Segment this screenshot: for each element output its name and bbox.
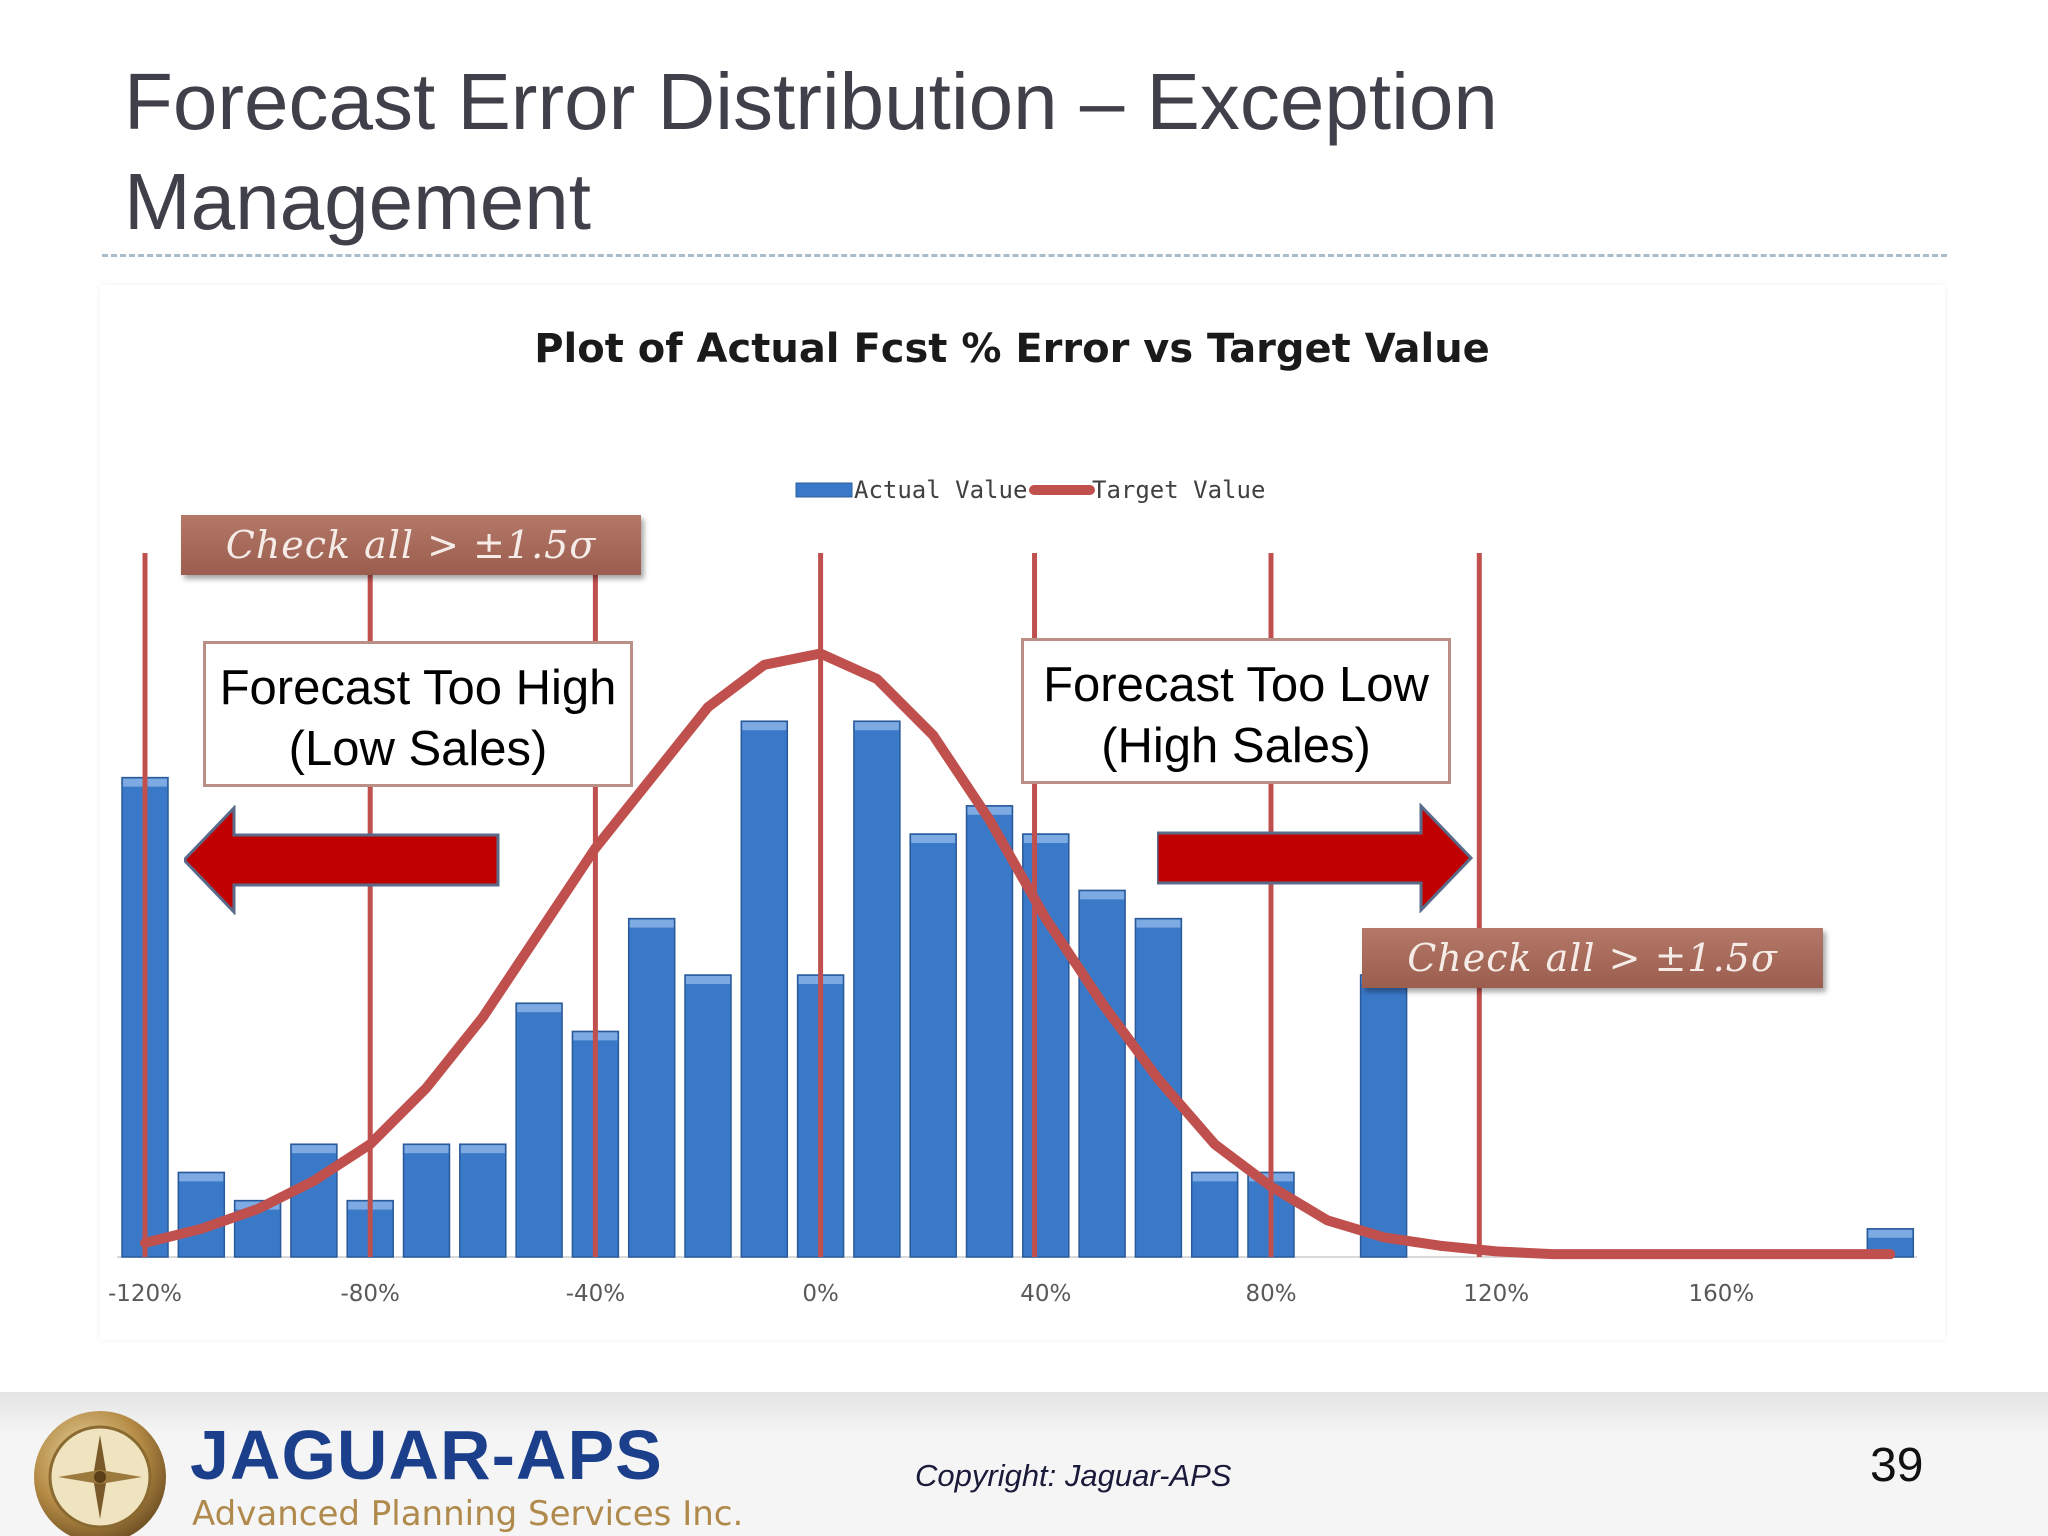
x-tick-label: 0%	[802, 1281, 839, 1307]
bar	[459, 1143, 507, 1258]
bar	[965, 805, 1014, 1258]
bar	[1078, 889, 1126, 1258]
chart-legend: Actual Value Target Value	[795, 476, 1265, 504]
legend-label-actual: Actual Value	[854, 476, 1027, 504]
x-tick-label: 40%	[1020, 1281, 1071, 1307]
compass-icon	[34, 1411, 166, 1536]
logo-wordmark: JAGUAR-APS	[190, 1416, 663, 1494]
bar	[684, 974, 732, 1258]
target-value-curve	[140, 648, 1896, 1260]
x-tick-label: -120%	[108, 1281, 182, 1307]
x-tick-label: 120%	[1463, 1281, 1529, 1307]
bar	[627, 917, 676, 1258]
legend-label-target: Target Value	[1092, 476, 1265, 504]
bar	[853, 720, 901, 1258]
title-divider	[102, 254, 1947, 257]
logo-tagline: Advanced Planning Services Inc.	[192, 1494, 744, 1534]
copyright-notice: Copyright: Jaguar-APS	[915, 1458, 1232, 1493]
x-tick-label: -80%	[340, 1281, 399, 1307]
callout-forecast-too-low: Forecast Too Low (High Sales)	[1021, 638, 1451, 784]
x-tick-label: 80%	[1245, 1281, 1296, 1307]
bar	[177, 1171, 226, 1258]
x-tick-labels: -120% -80% -40% 0% 40% 80% 120% 160%	[108, 1281, 1754, 1307]
legend-swatch-actual	[795, 482, 853, 498]
chart-panel: Plot of Actual Fcst % Error vs Target Va…	[100, 285, 1945, 1340]
bar	[290, 1143, 338, 1258]
check-badge-left: Check all > ±1.5σ	[181, 515, 641, 575]
bar	[402, 1143, 451, 1258]
right-arrow-icon	[1157, 803, 1474, 913]
page-number: 39	[1870, 1439, 1924, 1492]
bar	[740, 720, 789, 1258]
check-badge-right: Check all > ±1.5σ	[1362, 928, 1823, 988]
bar	[909, 833, 957, 1258]
slide-title: Forecast Error Distribution – Exception …	[124, 57, 1498, 246]
x-tick-label: 160%	[1689, 1281, 1755, 1307]
chart-title: Plot of Actual Fcst % Error vs Target Va…	[534, 326, 1490, 372]
left-arrow-icon	[184, 805, 500, 915]
callout-forecast-too-high: Forecast Too High (Low Sales)	[203, 641, 633, 787]
bar	[1134, 917, 1183, 1258]
x-tick-label: -40%	[566, 1281, 625, 1307]
bars-group	[121, 720, 1915, 1258]
bar	[515, 1002, 563, 1258]
bar	[1022, 833, 1070, 1258]
footer-bar	[0, 1392, 2048, 1536]
target-line-group	[140, 648, 1896, 1260]
bar	[1359, 974, 1408, 1258]
forecast-error-chart: Plot of Actual Fcst % Error vs Target Va…	[108, 326, 1917, 1307]
bar	[1190, 1171, 1239, 1258]
